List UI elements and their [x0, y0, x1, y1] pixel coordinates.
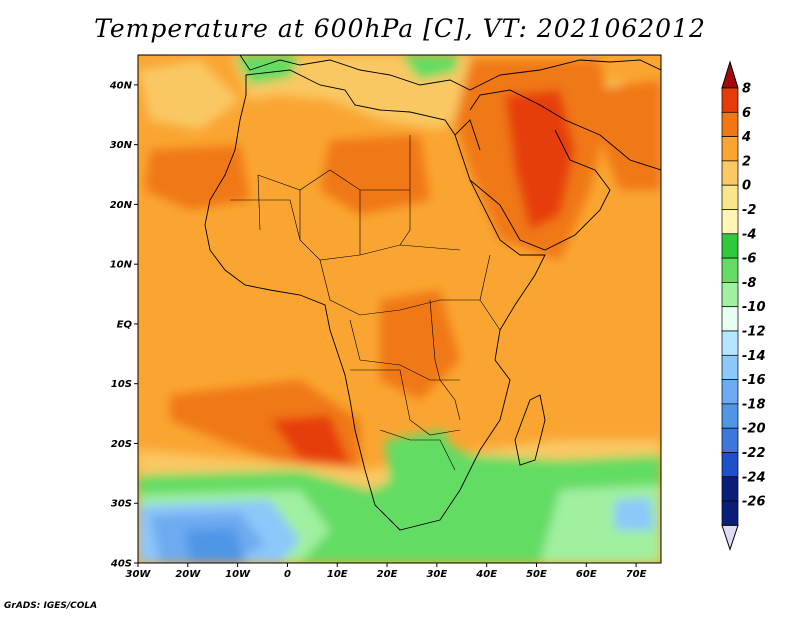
colorbar-label: -24: [742, 470, 766, 485]
colorbar-swatch: [721, 160, 739, 186]
lon-tick-label: 30W: [126, 569, 152, 580]
colorbar-label: -2: [742, 203, 756, 218]
credit-text: GrADS: IGES/COLA: [4, 601, 98, 611]
colorbar-label: -14: [742, 349, 766, 364]
lon-tick-label: 10W: [225, 569, 251, 580]
colorbar-label: -8: [742, 276, 756, 291]
colorbar-label: -18: [742, 397, 766, 412]
colorbar-swatch: [721, 330, 739, 356]
lon-tick-label: 20E: [377, 569, 398, 580]
colorbar-label: -4: [742, 227, 756, 242]
colorbar-bottom-arrow: [721, 524, 739, 551]
lat-tick-label: 30S: [111, 499, 132, 510]
lon-tick-label: 70E: [626, 569, 647, 580]
colorbar: 8 6 4 2 0 -2 -4 -6 -8 -10 -12 -14 -16 -18 -20 -22 -24 -26: [721, 60, 766, 551]
colorbar-swatch: [721, 403, 739, 429]
colorbar-label: 8: [742, 82, 751, 97]
colorbar-swatch: [721, 452, 739, 478]
coastlines: [204, 55, 661, 531]
colorbar-label: -20: [742, 422, 766, 437]
field-veryhot-arabia: [505, 90, 575, 230]
lon-tick-label: 30E: [426, 569, 447, 580]
colorbar-top-arrow: [721, 60, 739, 89]
lon-tick-label: 60E: [576, 569, 597, 580]
colorbar-label: 6: [742, 106, 751, 121]
madagascar-coastline: [514, 394, 546, 466]
lon-tick-label: 10E: [327, 569, 348, 580]
colorbar-swatch: [721, 354, 739, 380]
plot-frame: [137, 54, 662, 564]
lat-tick-label: 20S: [111, 439, 132, 450]
colorbar-swatch: [721, 379, 739, 405]
lat-tick-label: 10S: [111, 379, 132, 390]
field-green-southafrica: [385, 430, 460, 505]
field-mild-atlas: [138, 60, 240, 130]
lon-tick-label: 40E: [475, 569, 497, 580]
country-borders: [230, 135, 501, 471]
colorbar-swatch: [721, 87, 739, 113]
colorbar-swatch: [721, 184, 739, 210]
colorbar-swatch: [721, 476, 739, 502]
colorbar-label: -12: [742, 325, 766, 340]
lat-tick-label: 30N: [110, 140, 133, 151]
colorbar-label: -22: [742, 446, 766, 461]
field-hot-iran: [590, 80, 661, 190]
colorbar-swatch: [721, 282, 739, 308]
field-cool-north-east: [400, 55, 460, 80]
colorbar-swatch: [721, 257, 739, 283]
field-deepblue-core: [185, 528, 245, 563]
lon-tick-label: 20W: [175, 569, 201, 580]
latitude-axis: 40N 30N 20N 10N EQ 10S 20S 30S 40S: [109, 80, 138, 570]
field-cool-north: [235, 55, 300, 85]
field-hot-sahara-central: [320, 135, 430, 215]
colorbar-swatch: [721, 500, 739, 526]
lat-tick-label: EQ: [117, 319, 133, 330]
lat-tick-label: 40S: [110, 559, 132, 570]
red-sea-interior: [454, 119, 481, 151]
lat-tick-label: 10N: [110, 260, 133, 271]
colorbar-swatch: [721, 111, 739, 137]
colorbar-label: 0: [742, 179, 751, 194]
lat-tick-label: 20N: [110, 200, 133, 211]
field-veryhot-atlantic-south: [270, 415, 350, 465]
map-title: Temperature at 600hPa [C], VT: 202106201…: [94, 14, 706, 43]
temperature-field: [138, 55, 661, 563]
colorbar-label: -26: [742, 495, 766, 510]
field-hot-sahara-west: [145, 145, 250, 210]
arabia-coastline: [469, 89, 661, 251]
longitude-axis: 30W 20W 10W 0 10E 20E 30E 40E 50E 60E 70E: [126, 563, 647, 580]
colorbar-label: -10: [742, 300, 766, 315]
colorbar-label: 4: [741, 130, 751, 145]
lon-tick-label: 0: [284, 569, 291, 580]
colorbar-swatch: [721, 136, 739, 162]
colorbar-swatch: [721, 427, 739, 453]
lon-tick-label: 50E: [526, 569, 547, 580]
colorbar-swatch: [721, 209, 739, 235]
colorbar-swatch: [721, 233, 739, 259]
colorbar-swatch: [721, 306, 739, 332]
colorbar-label: 2: [742, 154, 751, 169]
colorbar-label: -6: [742, 252, 756, 267]
europe-coastline: [239, 55, 661, 91]
field-blue-southeast: [615, 498, 655, 530]
africa-coastline: [204, 69, 546, 531]
colorbar-label: -16: [742, 373, 766, 388]
lat-tick-label: 40N: [109, 80, 133, 91]
field-hot-central: [380, 290, 460, 400]
